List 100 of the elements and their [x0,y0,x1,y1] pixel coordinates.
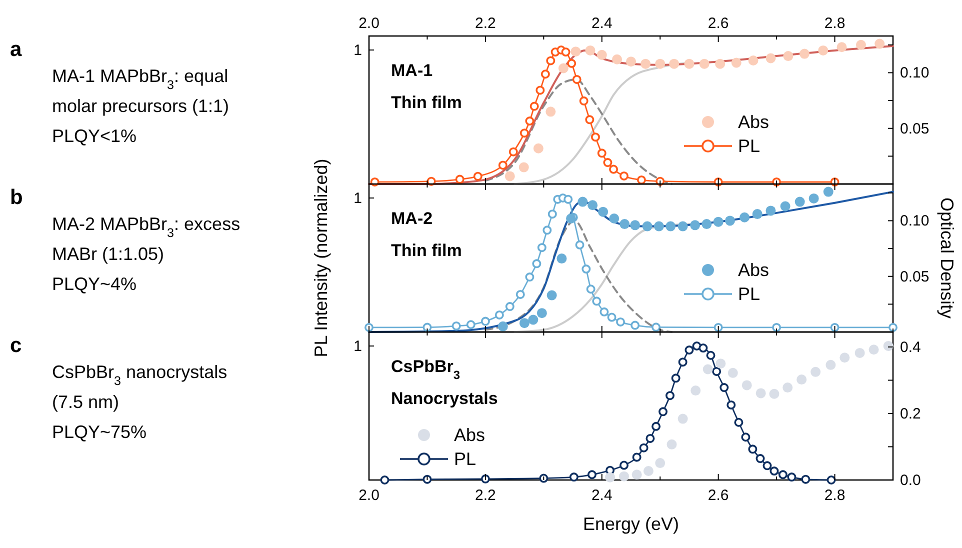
point [380,476,390,484]
point [546,106,556,117]
x-tick-label: 2.8 [824,487,846,504]
point [620,219,630,230]
point [561,48,570,57]
point [702,219,712,230]
point [620,460,629,470]
point [639,443,648,452]
point [619,471,630,482]
point [556,254,567,264]
point [455,174,464,184]
point [564,194,573,204]
point [542,226,552,235]
legend-label: PL [454,449,476,469]
point [742,380,752,390]
point [452,321,461,330]
text: PLQY<1% [52,126,137,146]
point [518,162,529,172]
y2-tick-label: 0.05 [900,120,930,138]
point [666,391,675,400]
point [516,290,525,299]
x-tick-label: 2.4 [591,487,612,504]
point [728,368,738,378]
point [578,196,588,207]
point [684,58,694,69]
point [536,308,547,318]
point [666,439,677,450]
point [748,444,758,454]
point [480,316,490,326]
point [671,374,680,383]
point [808,193,819,204]
point [766,206,776,216]
point [778,470,788,480]
x-tick-label: 2.2 [475,487,496,504]
point [632,452,642,462]
point [530,102,539,111]
point [630,220,640,230]
point [655,58,666,69]
point [678,414,688,424]
point [690,386,701,396]
point [731,58,742,68]
point [566,213,576,224]
point [772,322,782,332]
point [669,58,680,69]
point [498,321,508,332]
point [600,307,609,316]
point [528,314,538,325]
text: PLQY~4% [52,274,137,294]
point [537,243,546,252]
point [548,210,557,219]
point [480,474,490,484]
point [579,96,588,106]
text: MA-2 MAPbBr$_{3}$: excess [52,214,240,240]
point [690,220,700,230]
point [770,466,779,476]
point [666,221,676,232]
text: b [10,186,23,209]
point [473,172,482,181]
point [525,116,534,126]
point [520,128,529,138]
x2-tick-label: 2.0 [358,15,380,32]
point [652,422,661,431]
point [582,264,591,274]
legend-label: PL [738,136,760,156]
text: CsPbBr$_{3}$ nanocrystals [52,362,228,388]
legend-label: Abs [738,260,770,280]
point [678,221,688,232]
point [498,160,508,170]
point [519,318,530,328]
point [658,407,668,416]
x-axis-title: Energy (eV) [582,514,680,534]
point [597,148,606,158]
point [630,320,640,330]
point [588,200,598,210]
point [592,296,602,306]
y-axis-title: PL Intensity (normalized) [311,158,331,358]
point [752,209,762,220]
text: Thin film [391,93,462,112]
point [532,259,542,268]
text: MA-1 MAPbBr$_{3}$: equal [52,66,228,92]
point [603,158,612,168]
legend-label: Abs [738,112,770,132]
text: (7.5 nm) [52,392,120,412]
point [783,51,794,62]
point [585,115,594,124]
text: MA-1 [391,61,433,80]
text: PLQY~75% [52,422,147,442]
y2-tick-label: 0.2 [900,405,921,422]
point [609,164,618,174]
point [698,344,708,353]
point [598,206,608,217]
y2-axis-title: Optical Density [937,197,957,319]
point [724,216,735,226]
point [769,388,780,399]
point [612,54,622,64]
point [836,42,847,52]
point [756,454,765,464]
point [587,470,596,480]
point [646,434,655,443]
point [840,352,850,363]
